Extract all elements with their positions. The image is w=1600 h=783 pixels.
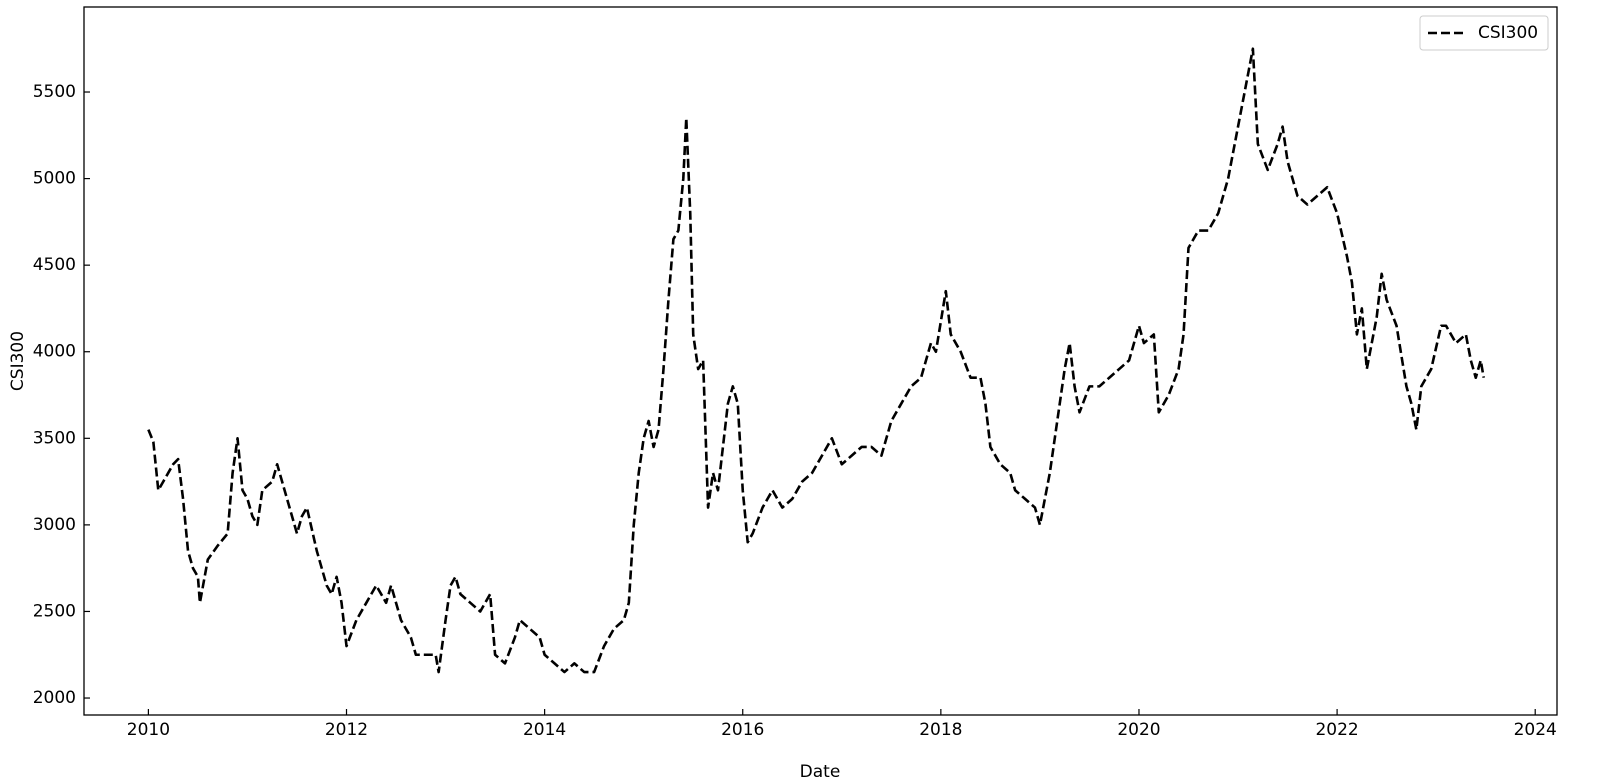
x-tick-label: 2022 — [1315, 720, 1358, 740]
x-tick-label: 2016 — [721, 720, 764, 740]
line — [147, 47, 1485, 674]
y-tick-label: 3500 — [33, 428, 76, 448]
y-tick-label: 3000 — [33, 515, 76, 535]
y-tick-label: 4500 — [33, 255, 76, 275]
x-tick-label: 2014 — [523, 720, 566, 740]
legend-label: CSI300 — [1478, 23, 1538, 43]
legend: CSI300 — [1419, 15, 1549, 51]
y-tick-label: 5500 — [33, 82, 76, 102]
plot-frame — [83, 6, 1558, 716]
x-tick-label: 2012 — [325, 720, 368, 740]
x-tick-label: 2018 — [919, 720, 962, 740]
y-tick-label: 5000 — [33, 169, 76, 189]
y-tick-label: 4000 — [33, 342, 76, 362]
y-tick-label: 2500 — [33, 601, 76, 621]
x-tick-label: 2024 — [1514, 720, 1557, 740]
x-tick-label: 2020 — [1117, 720, 1160, 740]
x-tick-label: 2010 — [127, 720, 170, 740]
legend-box — [1419, 15, 1549, 51]
y-tick-label: 2000 — [33, 688, 76, 708]
x-axis-label: Date — [800, 762, 841, 782]
y-axis-label: CSI300 — [8, 331, 28, 391]
